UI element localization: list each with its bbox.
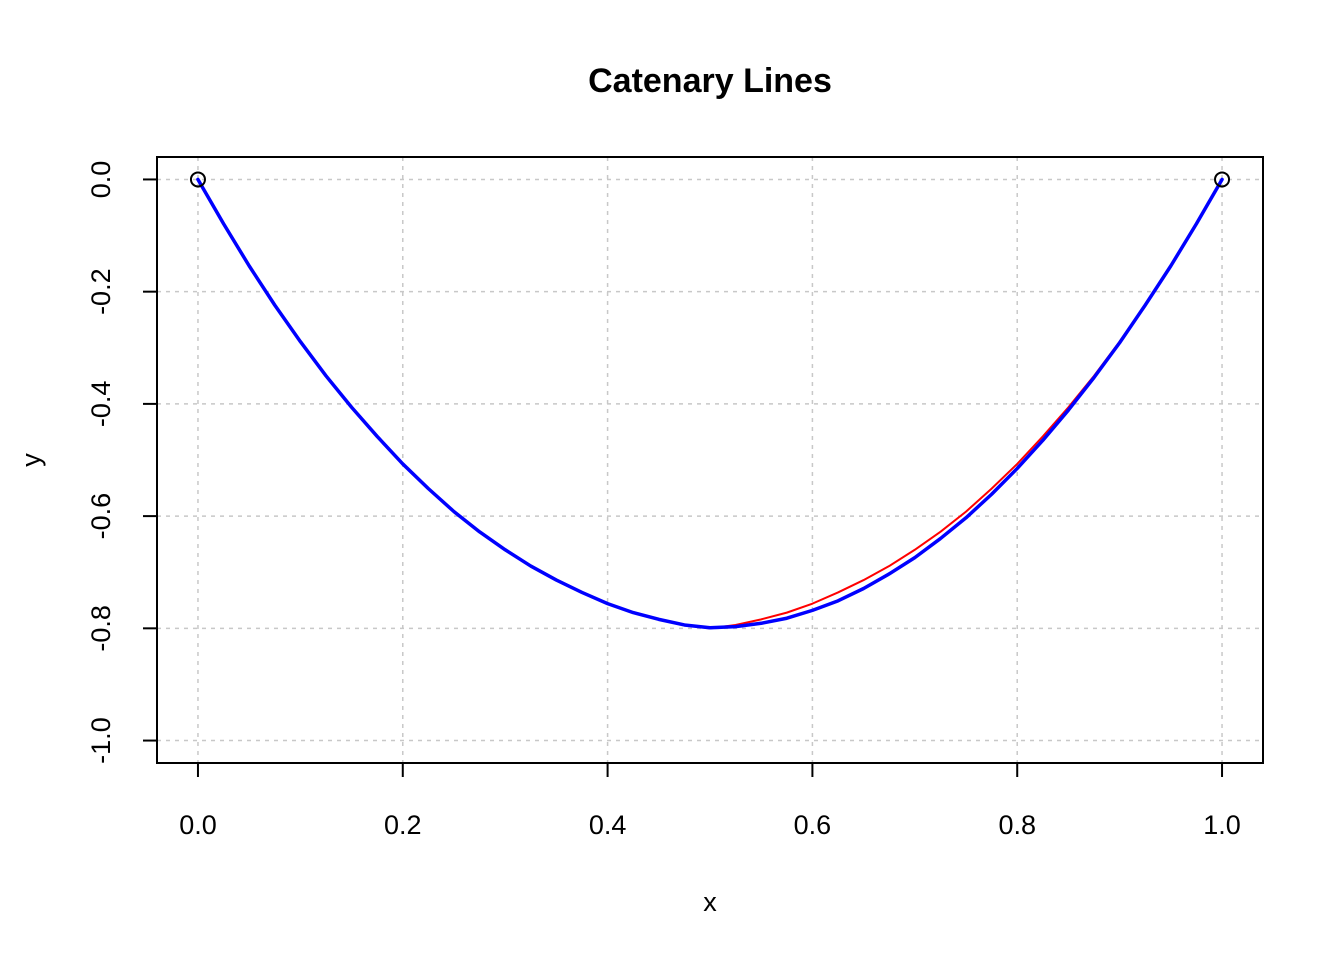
blue-catenary-line [196,177,1224,630]
x-tick-label: 0.2 [384,810,422,840]
x-tick-label: 0.0 [179,810,217,840]
y-tick-label: 0.0 [86,161,116,199]
chart-title: Catenary Lines [588,62,832,100]
y-axis: 0.0 -0.2 -0.4 -0.6 -0.8 -1.0 [86,161,157,764]
endpoint-marker [189,171,206,188]
y-tick-label: -0.8 [86,605,116,652]
y-tick-label: -0.2 [86,268,116,315]
x-axis-title: x [703,887,717,917]
x-tick-label: 1.0 [1203,810,1241,840]
x-tick-label: 0.6 [794,810,832,840]
series-layer [196,177,1224,630]
x-tick-label: 0.8 [998,810,1036,840]
y-tick-label: -1.0 [86,717,116,764]
y-tick-label: -0.4 [86,381,116,428]
endpoint-markers [189,171,1231,188]
grid-layer [157,157,1263,763]
y-tick-label: -0.6 [86,493,116,540]
endpoint-marker [1214,171,1231,188]
x-tick-label: 0.4 [589,810,627,840]
x-axis: 0.0 0.2 0.4 0.6 0.8 1.0 [179,763,1241,840]
plot-frame [156,156,1264,764]
y-axis-title: y [16,453,46,467]
